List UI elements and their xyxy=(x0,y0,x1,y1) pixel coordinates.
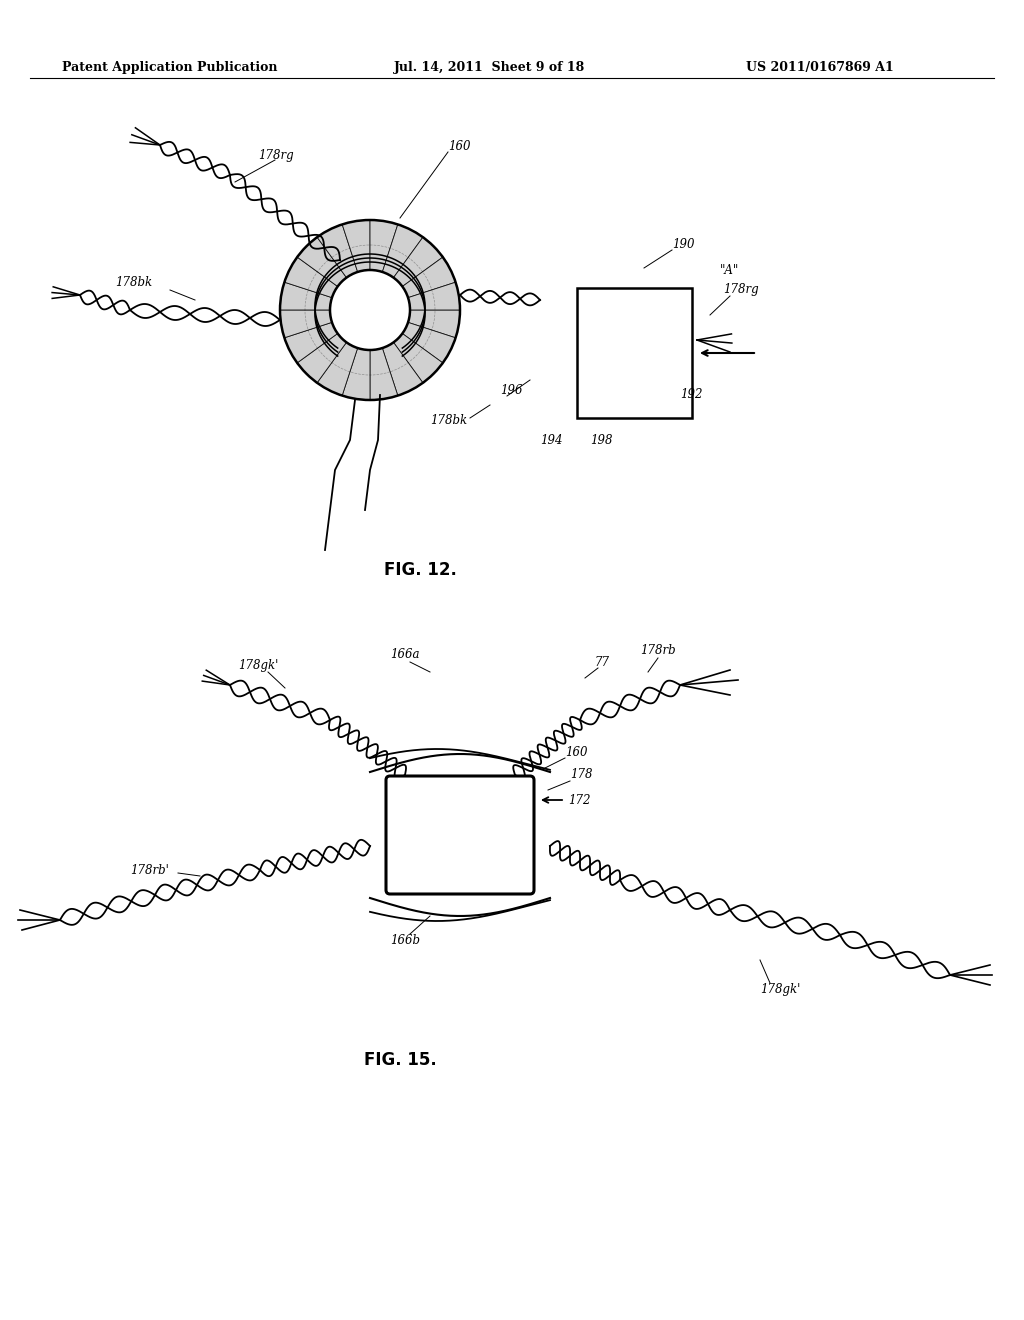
Wedge shape xyxy=(285,257,338,297)
Text: 194: 194 xyxy=(540,433,562,446)
Text: 178bk: 178bk xyxy=(115,276,153,289)
Wedge shape xyxy=(297,238,346,286)
Text: 166a: 166a xyxy=(390,648,420,661)
Text: 178rb': 178rb' xyxy=(130,863,169,876)
Text: Patent Application Publication: Patent Application Publication xyxy=(62,62,278,74)
Wedge shape xyxy=(393,334,442,383)
Text: 178rb: 178rb xyxy=(640,644,676,656)
Wedge shape xyxy=(342,348,370,400)
Wedge shape xyxy=(297,334,346,383)
Wedge shape xyxy=(393,238,442,286)
Text: 178gk': 178gk' xyxy=(760,983,801,997)
Text: "A": "A" xyxy=(720,264,739,276)
Wedge shape xyxy=(370,220,397,272)
Text: 160: 160 xyxy=(565,746,588,759)
Text: 178: 178 xyxy=(570,768,593,781)
Text: 178rg: 178rg xyxy=(723,284,759,297)
Wedge shape xyxy=(280,282,332,310)
Wedge shape xyxy=(402,257,456,297)
Text: 192: 192 xyxy=(680,388,702,401)
Wedge shape xyxy=(280,310,332,338)
Text: 178rg: 178rg xyxy=(258,149,294,161)
Wedge shape xyxy=(342,220,370,272)
Wedge shape xyxy=(408,310,460,338)
FancyBboxPatch shape xyxy=(386,776,534,894)
Wedge shape xyxy=(402,322,456,363)
Wedge shape xyxy=(370,348,397,400)
Text: FIG. 12.: FIG. 12. xyxy=(384,561,457,579)
Text: FIG. 15.: FIG. 15. xyxy=(364,1051,436,1069)
Text: 190: 190 xyxy=(672,239,694,252)
Text: 178bk: 178bk xyxy=(430,413,467,426)
Wedge shape xyxy=(382,342,423,396)
Text: 196: 196 xyxy=(500,384,522,396)
Text: US 2011/0167869 A1: US 2011/0167869 A1 xyxy=(746,62,894,74)
Text: 166b: 166b xyxy=(390,933,420,946)
Text: 178gk': 178gk' xyxy=(238,659,279,672)
Wedge shape xyxy=(317,224,357,277)
Bar xyxy=(577,288,692,418)
Wedge shape xyxy=(317,342,357,396)
Text: 160: 160 xyxy=(449,140,470,153)
Wedge shape xyxy=(382,224,423,277)
Text: 172: 172 xyxy=(568,793,591,807)
Text: 198: 198 xyxy=(590,433,612,446)
Wedge shape xyxy=(408,282,460,310)
Wedge shape xyxy=(285,322,338,363)
Text: Jul. 14, 2011  Sheet 9 of 18: Jul. 14, 2011 Sheet 9 of 18 xyxy=(394,62,586,74)
Text: 77: 77 xyxy=(595,656,610,668)
